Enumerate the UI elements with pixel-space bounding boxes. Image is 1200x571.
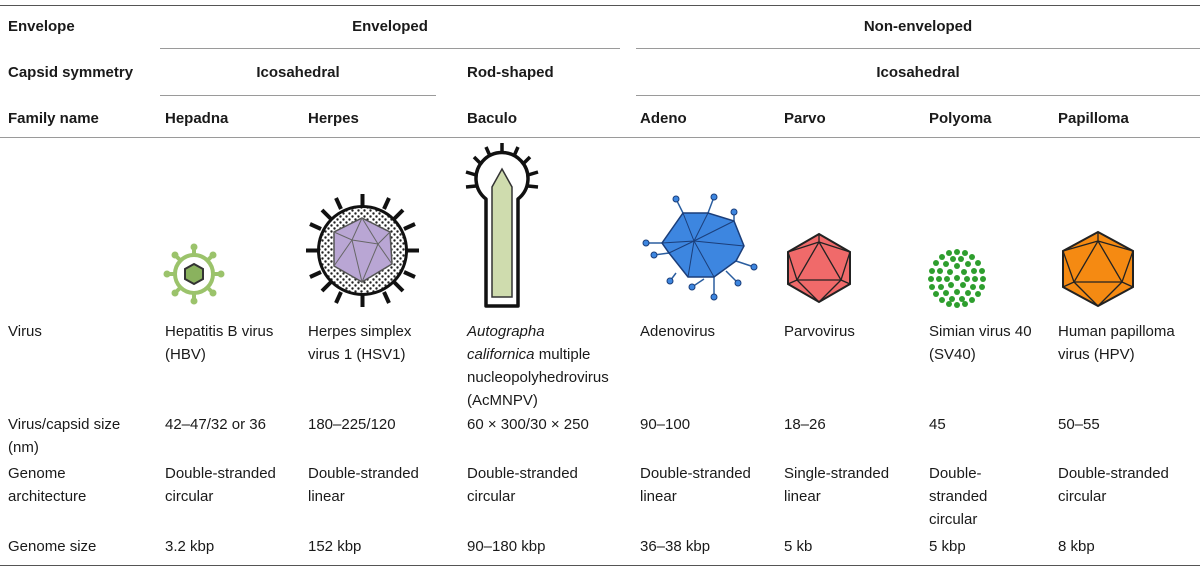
enveloped-header: Enveloped (352, 18, 428, 35)
virus-baculo-genus: Autographa (467, 323, 545, 340)
top-rule (0, 5, 1200, 6)
family-herpes: Herpes (308, 110, 359, 127)
family-baculo: Baculo (467, 110, 518, 127)
family-adeno: Adeno (640, 110, 687, 127)
hepadna-virus-icon (163, 243, 225, 305)
baculo-virus-icon (465, 143, 539, 308)
virus-baculo-line2: californica multiple (467, 343, 590, 366)
virus-baculo-line3: nucleopolyhedrovirus (467, 369, 609, 386)
arch-hepadna-line1: Double-stranded (165, 465, 276, 482)
arch-adeno-line2: linear (640, 488, 677, 505)
virus-baculo-rest: multiple (534, 346, 591, 363)
virus-papilloma-line2: virus (HPV) (1058, 346, 1135, 363)
genome-size-herpes: 152 kbp (308, 538, 362, 555)
size-polyoma: 45 (929, 416, 946, 433)
virus-adeno: Adenovirus (640, 323, 716, 340)
arch-papilloma-line1: Double-stranded (1058, 465, 1169, 482)
arch-hepadna-line2: circular (165, 488, 214, 505)
virus-polyoma-line1: Simian virus 40 (929, 323, 1032, 340)
genome-size-papilloma: 8 kbp (1058, 538, 1095, 555)
arch-baculo-line1: Double-stranded (467, 465, 578, 482)
virus-row-label: Virus (8, 323, 42, 340)
icosahedral-header-2: Icosahedral (876, 64, 960, 81)
herpes-virus-icon (306, 194, 419, 307)
rod-shaped-header: Rod-shaped (467, 64, 554, 81)
papilloma-virus-icon (1062, 230, 1134, 308)
parvo-virus-icon (787, 232, 851, 304)
arch-papilloma-line2: circular (1058, 488, 1107, 505)
virus-hepadna-line1: Hepatitis B virus (165, 323, 274, 340)
bottom-rule (0, 565, 1200, 566)
virus-baculo-line1: Autographa (467, 320, 545, 343)
arch-row-label-line2: architecture (8, 488, 87, 505)
size-papilloma: 50–55 (1058, 416, 1100, 433)
arch-herpes-line1: Double-stranded (308, 465, 419, 482)
virus-papilloma-line1: Human papilloma (1058, 323, 1175, 340)
arch-parvo-line2: linear (784, 488, 821, 505)
non-enveloped-header: Non-enveloped (863, 18, 973, 35)
size-row-label-line2: (nm) (8, 439, 39, 456)
genome-size-polyoma: 5 kbp (929, 538, 966, 555)
arch-adeno-line1: Double-stranded (640, 465, 751, 482)
size-herpes: 180–225/120 (308, 416, 396, 433)
non-enveloped-rule (636, 48, 1200, 49)
envelope-label: Envelope (8, 18, 75, 35)
polyoma-virus-icon (928, 249, 986, 308)
virus-herpes-line2: virus 1 (HSV1) (308, 346, 406, 363)
arch-row-label-line1: Genome (8, 465, 66, 482)
virus-polyoma-line2: (SV40) (929, 346, 976, 363)
arch-baculo-line2: circular (467, 488, 516, 505)
family-parvo: Parvo (784, 110, 826, 127)
arch-polyoma-line1: Double- (929, 465, 982, 482)
genome-size-row-label: Genome size (8, 538, 97, 555)
size-row-label-line1: Virus/capsid size (8, 416, 121, 433)
virus-parvo: Parvovirus (784, 323, 855, 340)
arch-polyoma-line2: stranded (929, 488, 988, 505)
icosahedral-rule-1 (160, 95, 436, 96)
arch-parvo-line1: Single-stranded (784, 465, 890, 482)
virus-baculo-species: californica (467, 346, 535, 363)
enveloped-rule (160, 48, 620, 49)
size-baculo: 60 × 300/30 × 250 (467, 416, 589, 433)
size-hepadna: 42–47/32 or 36 (165, 416, 266, 433)
family-papilloma: Papilloma (1058, 110, 1129, 127)
adeno-virus-icon (642, 193, 758, 301)
virus-baculo-line4: (AcMNPV) (467, 392, 538, 409)
family-name-label: Family name (8, 110, 99, 127)
genome-size-parvo: 5 kb (784, 538, 813, 555)
virus-herpes-line1: Herpes simplex (308, 323, 412, 340)
arch-polyoma-line3: circular (929, 511, 978, 528)
size-adeno: 90–100 (640, 416, 691, 433)
arch-herpes-line2: linear (308, 488, 345, 505)
icosahedral-rule-2 (636, 95, 1200, 96)
genome-size-hepadna: 3.2 kbp (165, 538, 215, 555)
size-parvo: 18–26 (784, 416, 826, 433)
virus-hepadna-line2: (HBV) (165, 346, 206, 363)
family-hepadna: Hepadna (165, 110, 229, 127)
capsid-symmetry-label: Capsid symmetry (8, 64, 134, 81)
family-polyoma: Polyoma (929, 110, 992, 127)
icosahedral-header-1: Icosahedral (256, 64, 340, 81)
genome-size-baculo: 90–180 kbp (467, 538, 546, 555)
header-bottom-rule (0, 137, 1200, 138)
genome-size-adeno: 36–38 kbp (640, 538, 711, 555)
